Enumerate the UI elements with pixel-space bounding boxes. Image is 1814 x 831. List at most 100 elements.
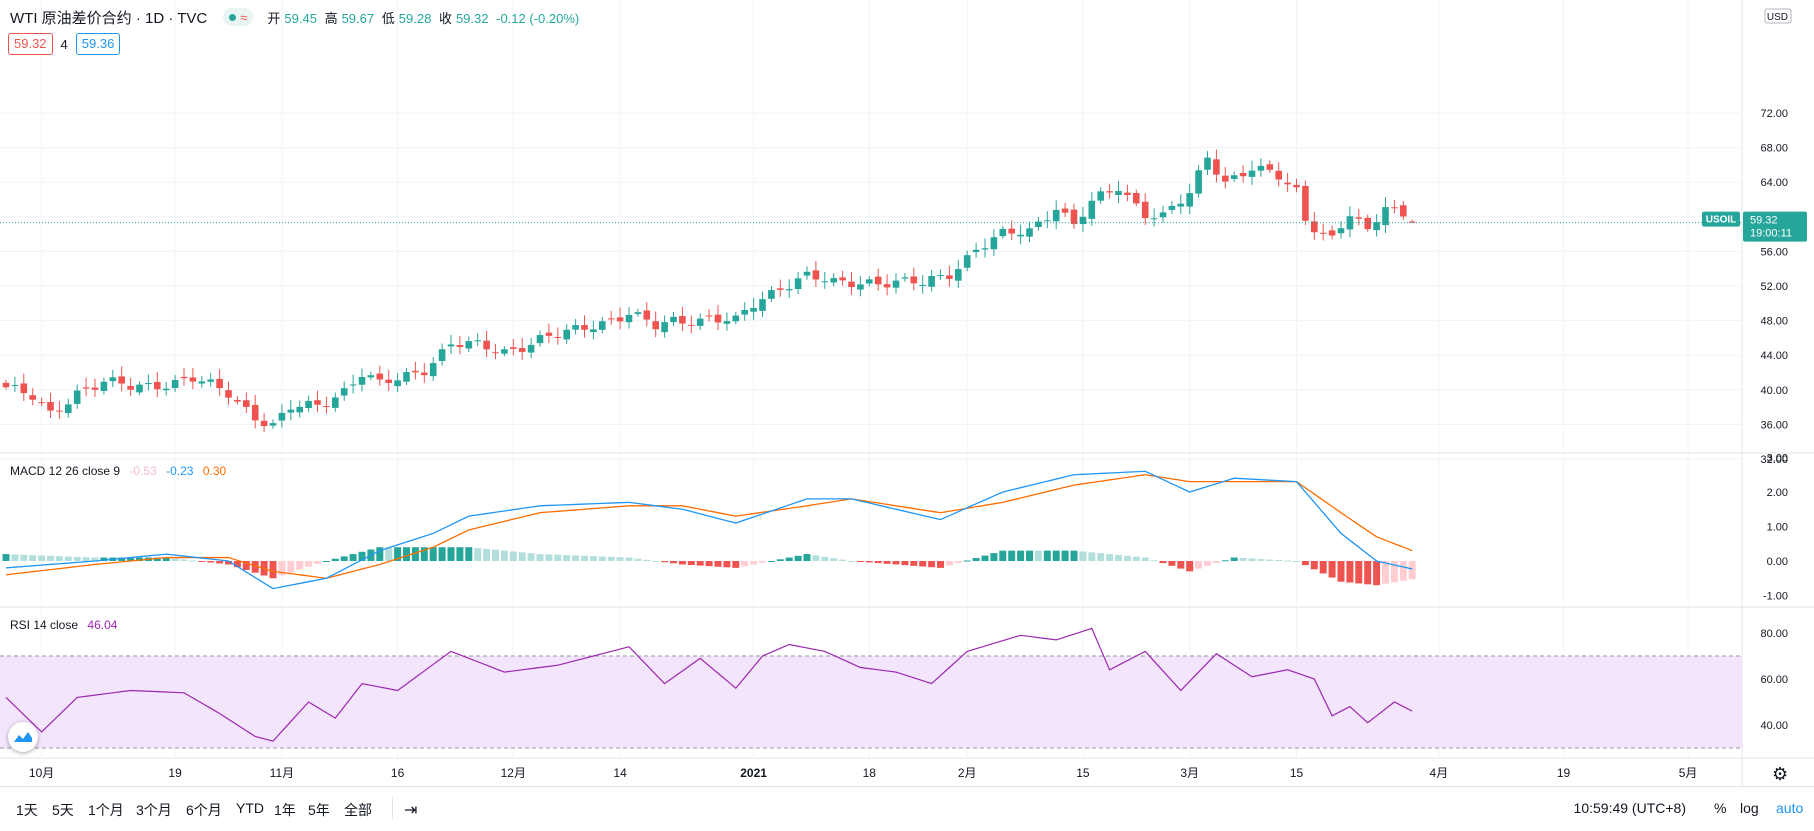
macd-histogram-bar <box>1355 561 1363 584</box>
time-axis-label: 18 <box>863 766 877 780</box>
candle-body <box>625 314 633 323</box>
macd-histogram-bar <box>500 550 508 561</box>
macd-histogram-bar <box>474 548 482 561</box>
macd-histogram-bar <box>376 547 384 561</box>
change-value: -0.12 (-0.20%) <box>496 10 580 26</box>
candle-body <box>901 277 909 279</box>
candle-body <box>73 390 81 404</box>
range-1m-button[interactable]: 1个月 <box>88 802 124 818</box>
price-axis-label: 64.00 <box>1760 177 1788 189</box>
macd-histogram-bar <box>216 561 224 564</box>
candle-body <box>145 383 152 385</box>
candle-body <box>563 329 570 340</box>
macd-title: MACD 12 26 close 9 <box>10 464 121 478</box>
candle-body <box>1052 209 1060 222</box>
macd-histogram-bar <box>1382 561 1389 584</box>
macd-histogram-bar <box>661 561 669 563</box>
range-5y-button[interactable]: 5年 <box>308 802 330 818</box>
sell-button[interactable]: 59.32 <box>8 33 53 55</box>
macd-histogram-bar <box>2 554 10 561</box>
candle-body <box>216 378 223 389</box>
candle-body <box>777 288 784 290</box>
range-5d-button[interactable]: 5天 <box>52 802 74 818</box>
macd-histogram-bar <box>314 561 321 564</box>
macd-histogram-bar <box>1017 550 1025 561</box>
macd-histogram-bar <box>331 558 339 561</box>
macd-histogram-bar <box>118 557 126 561</box>
candle-body <box>162 388 170 391</box>
macd-axis-label: 0.00 <box>1767 556 1788 568</box>
candle-body <box>1159 212 1167 218</box>
candle-body <box>874 276 882 285</box>
macd-histogram-bar <box>296 561 304 570</box>
percent-scale-toggle[interactable]: % <box>1714 800 1727 816</box>
macd-histogram-bar <box>954 561 962 563</box>
rsi-pane[interactable] <box>0 627 1742 749</box>
macd-histogram-bar <box>465 547 473 561</box>
macd-pane[interactable] <box>2 470 1416 590</box>
candle-body <box>821 281 829 283</box>
candle-body <box>643 310 651 320</box>
macd-histogram-bar <box>1141 557 1149 561</box>
candle-body <box>20 383 28 394</box>
candle-body <box>1239 172 1247 177</box>
buy-button[interactable]: 59.36 <box>75 33 121 55</box>
candle-body <box>1061 208 1069 213</box>
range-3m-button[interactable]: 3个月 <box>136 802 172 818</box>
macd-histogram-bar <box>616 557 624 561</box>
macd-histogram-bar <box>581 555 588 561</box>
macd-histogram-bar <box>483 548 491 561</box>
macd-histogram-bar <box>127 557 135 561</box>
candle-body <box>785 289 793 291</box>
candle-body <box>1275 170 1282 180</box>
range-ytd-button[interactable]: YTD <box>236 800 264 816</box>
candle-body <box>1302 185 1309 221</box>
candle-body <box>1035 221 1042 228</box>
quote-panel: 59.32 4 59.36 <box>8 33 121 55</box>
macd-histogram-bar <box>171 558 179 561</box>
macd-legend[interactable]: MACD 12 26 close 9 -0.53 -0.23 0.30 <box>10 464 226 478</box>
log-scale-toggle[interactable]: log <box>1740 800 1759 816</box>
candle-body <box>1400 205 1407 217</box>
candle-body <box>109 377 117 382</box>
settings-gear-icon[interactable]: ⚙ <box>1772 764 1789 784</box>
candle-body <box>1141 201 1149 219</box>
price-axis-label: 52.00 <box>1760 281 1788 293</box>
candle-body <box>999 228 1007 237</box>
candle-body <box>501 349 508 354</box>
axes: 10月 19 11月 16 12月 14 2021 18 2月 15 3月 15 4月 19 5月 72.00… <box>29 8 1807 780</box>
candle-body <box>198 381 206 384</box>
candle-body <box>1124 192 1131 195</box>
macd-histogram-bar <box>999 550 1007 561</box>
price-pane[interactable] <box>0 149 1742 433</box>
range-all-button[interactable]: 全部 <box>344 802 372 818</box>
last-price-label: 59.32 <box>1750 215 1778 227</box>
go-to-date-icon[interactable]: ⇥ <box>404 802 418 819</box>
time-axis-label: 3月 <box>1180 766 1199 780</box>
candle-body <box>100 381 108 391</box>
market-status-pill[interactable]: ≈ <box>223 8 254 26</box>
tradingview-logo-icon[interactable] <box>8 722 38 752</box>
range-1y-button[interactable]: 1年 <box>274 802 296 818</box>
clock[interactable]: 10:59:49 (UTC+8) <box>1573 800 1686 816</box>
delayed-data-icon: ≈ <box>240 9 248 25</box>
macd-histogram-bar <box>1043 550 1051 561</box>
rsi-axis-label: 60.00 <box>1760 674 1788 686</box>
rsi-legend[interactable]: RSI 14 close 46.04 <box>10 618 117 632</box>
range-6m-button[interactable]: 6个月 <box>186 802 222 818</box>
macd-histogram-bar <box>73 556 81 561</box>
candle-body <box>421 372 428 376</box>
candle-body <box>688 324 695 326</box>
price-axis-label: 32.00 <box>1760 454 1788 466</box>
candle-body <box>29 395 36 400</box>
macd-histogram-bar <box>1284 560 1292 562</box>
symbol-title[interactable]: WTI 原油差价合约 · 1D · TVC <box>10 9 208 27</box>
toolbar-divider <box>392 797 393 819</box>
candle-body <box>696 318 704 326</box>
candle-body <box>803 271 811 276</box>
candle-body <box>1266 164 1274 170</box>
range-1d-button[interactable]: 1天 <box>16 802 38 818</box>
auto-scale-toggle[interactable]: auto <box>1776 800 1804 816</box>
close-label: 收 <box>438 10 452 26</box>
